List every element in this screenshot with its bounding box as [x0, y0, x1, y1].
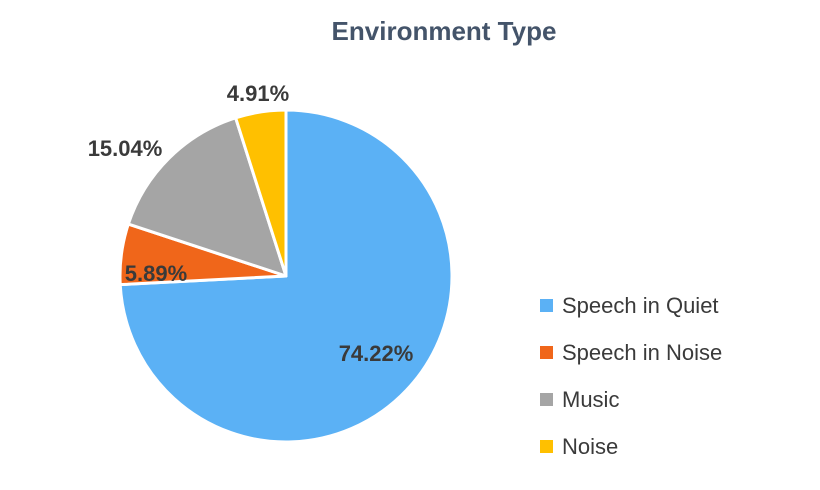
legend-swatch-music: [540, 393, 553, 406]
legend-label-music: Music: [562, 386, 620, 412]
data-label-music: 15.04%: [88, 136, 163, 161]
legend-label-speech-in-noise: Speech in Noise: [562, 339, 723, 365]
legend-label-noise: Noise: [562, 433, 619, 459]
legend-item-noise: Noise: [540, 423, 810, 470]
legend-swatch-speech-in-quiet: [540, 299, 553, 312]
pie-slice-music: [126, 116, 288, 278]
chart-title: Environment Type: [331, 16, 557, 46]
legend-label-speech-in-quiet: Speech in Quiet: [562, 292, 719, 318]
pie-slice-noise: [234, 108, 288, 278]
legend-swatch-noise: [540, 440, 553, 453]
legend-item-speech-in-quiet: Speech in Quiet: [540, 282, 810, 329]
data-label-noise: 4.91%: [227, 81, 289, 106]
legend-item-music: Music: [540, 376, 810, 423]
data-label-speech-in-quiet: 74.22%: [339, 341, 414, 366]
data-label-speech-in-noise: 5.89%: [125, 261, 187, 286]
legend-item-speech-in-noise: Speech in Noise: [540, 329, 810, 376]
legend-swatch-speech-in-noise: [540, 346, 553, 359]
legend: Speech in Quiet Speech in Noise Music Noise: [540, 282, 810, 470]
